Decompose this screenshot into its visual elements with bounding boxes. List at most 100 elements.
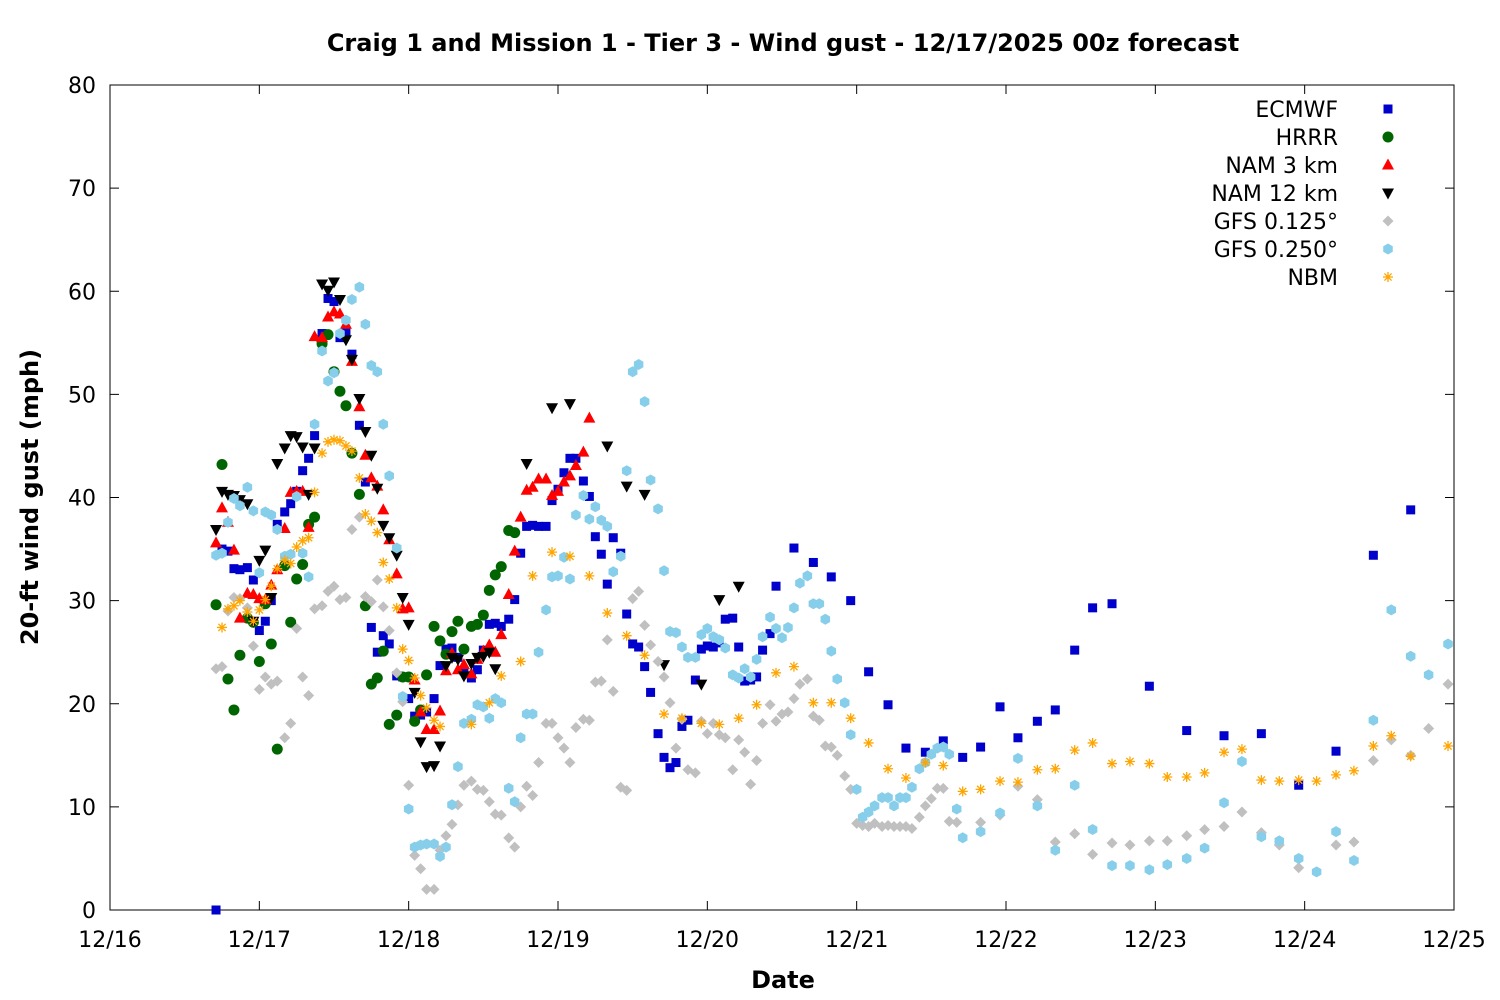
data-point (565, 453, 575, 463)
data-point (745, 778, 757, 790)
data-point (435, 661, 445, 671)
data-point (565, 573, 575, 585)
data-point (391, 542, 402, 554)
data-point (409, 672, 420, 683)
data-point (428, 620, 440, 632)
data-point (938, 760, 949, 771)
data-point (883, 700, 893, 710)
data-point (758, 645, 768, 655)
data-point (354, 281, 365, 293)
data-point (390, 567, 403, 579)
data-point (409, 715, 421, 727)
data-point (621, 630, 632, 641)
data-point (354, 420, 364, 430)
data-point (851, 783, 862, 795)
data-point (459, 666, 469, 676)
data-point (328, 580, 340, 592)
data-point (317, 345, 327, 357)
data-point (745, 671, 756, 683)
data-point (484, 712, 495, 724)
data-point (316, 279, 329, 291)
data-point (372, 366, 383, 378)
data-point (1107, 758, 1118, 769)
data-point (421, 883, 433, 895)
data-point (526, 480, 539, 492)
legend-label: HRRR (1276, 126, 1338, 151)
data-point (931, 782, 943, 794)
data-point (615, 550, 626, 562)
data-point (596, 514, 607, 526)
data-point (628, 639, 638, 649)
data-point (458, 643, 470, 655)
data-point (1406, 505, 1416, 515)
data-point (1107, 599, 1117, 609)
data-point (607, 685, 619, 697)
data-point (391, 667, 403, 679)
data-point (957, 786, 968, 797)
data-point (777, 632, 787, 644)
data-point (527, 708, 538, 720)
data-point (465, 659, 478, 671)
data-point (1219, 797, 1229, 809)
data-point (702, 622, 713, 634)
data-point (621, 784, 633, 796)
data-point (404, 694, 414, 704)
data-point (739, 663, 750, 675)
data-point (689, 767, 701, 779)
data-point (329, 367, 339, 379)
plot-frame (109, 84, 1455, 911)
data-point (1144, 681, 1154, 691)
data-point (765, 629, 775, 639)
data-point (728, 613, 738, 623)
data-point (1294, 780, 1304, 790)
data-point (254, 567, 265, 579)
data-point (483, 796, 495, 808)
data-point (303, 690, 315, 701)
data-point (303, 532, 314, 543)
x-tick-label: 12/18 (377, 928, 440, 953)
data-point (503, 782, 514, 794)
data-point (408, 687, 421, 699)
data-point (247, 587, 260, 599)
data-point (259, 671, 271, 683)
data-point (1311, 866, 1322, 878)
data-point (309, 487, 320, 498)
data-point (789, 543, 799, 553)
data-point (690, 651, 701, 663)
legend-marker (1382, 158, 1394, 170)
data-point (229, 493, 239, 505)
data-point (333, 307, 346, 319)
data-point (520, 483, 533, 495)
data-point (1368, 550, 1378, 560)
data-point (733, 734, 745, 746)
data-point (391, 709, 403, 721)
data-point (620, 481, 633, 493)
data-point (1124, 756, 1135, 767)
data-point (428, 761, 441, 773)
data-point (1219, 747, 1230, 758)
data-point (234, 649, 246, 661)
data-point (477, 651, 490, 663)
data-point (696, 718, 707, 729)
data-point (590, 532, 600, 542)
data-point (900, 773, 911, 783)
data-point (502, 587, 515, 599)
data-point (248, 616, 259, 627)
data-point (241, 499, 254, 511)
data-point (308, 330, 321, 342)
legend-marker (1382, 131, 1394, 143)
data-point (339, 335, 352, 347)
data-point (329, 297, 339, 307)
data-point (1161, 835, 1173, 847)
data-point (739, 746, 751, 758)
data-point (308, 443, 321, 455)
data-point (658, 671, 670, 683)
data-point (253, 555, 266, 567)
data-point (402, 601, 415, 613)
data-point (801, 673, 813, 685)
data-point (483, 647, 496, 659)
data-point (608, 566, 619, 578)
data-point (1311, 776, 1322, 787)
data-point (1162, 859, 1173, 871)
data-point (846, 596, 856, 606)
